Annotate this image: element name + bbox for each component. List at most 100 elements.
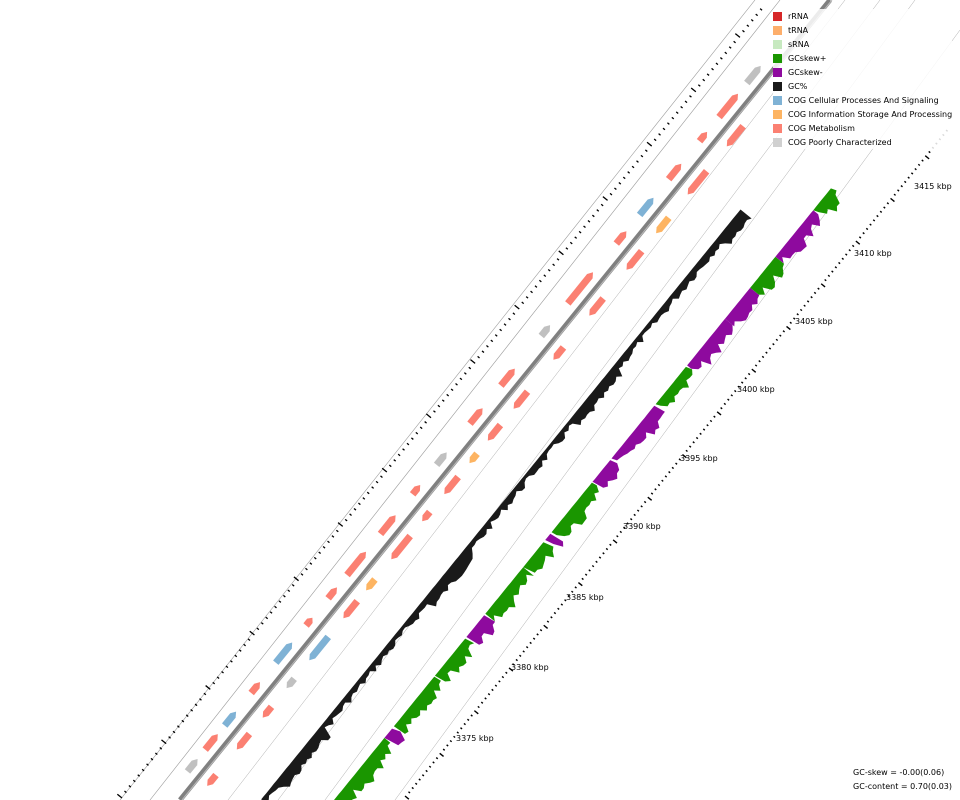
scale-tick <box>477 705 480 709</box>
gene-arrow <box>626 249 645 270</box>
outer-tick <box>335 529 339 533</box>
scale-tick <box>595 560 598 564</box>
scale-tick <box>869 223 872 226</box>
gc-skew-stat: GC-skew = -0.00(0.06) <box>853 768 945 777</box>
outer-tick <box>481 350 485 354</box>
outer-tick <box>455 383 458 386</box>
legend-item-cog-info: COG Information Storage And Processing <box>773 107 952 121</box>
outer-tick <box>305 567 308 571</box>
outer-tick <box>393 459 397 462</box>
legend-swatch <box>773 11 782 21</box>
outer-tick <box>514 304 520 310</box>
gc-skew-negative <box>611 405 665 461</box>
outer-tick <box>446 393 450 397</box>
outer-tick <box>578 230 582 234</box>
scale-tick <box>723 402 727 406</box>
scale-tick <box>408 791 411 794</box>
legend-label: GCskew- <box>788 67 823 77</box>
outer-tick <box>146 763 149 766</box>
scale-tick <box>924 155 930 160</box>
gc-skew-positive <box>655 366 693 407</box>
scale-tick <box>449 739 453 743</box>
legend-swatch <box>773 25 782 35</box>
gc-content-stat: GC-content = 0.70(0.03) <box>853 782 952 791</box>
tick-label: 3405 kbp <box>795 317 833 326</box>
outer-tick <box>746 24 750 28</box>
scale-tick <box>688 445 692 448</box>
scale-tick <box>858 236 862 239</box>
scale-tick <box>893 193 897 196</box>
outer-tick <box>697 84 701 87</box>
scale-tick <box>851 244 855 248</box>
outer-tick <box>640 154 644 158</box>
outer-tick <box>265 616 269 620</box>
outer-tick <box>508 317 511 321</box>
scale-tick <box>786 325 791 331</box>
scale-tick <box>879 210 883 214</box>
scale-tick <box>848 249 851 252</box>
scale-tick <box>803 304 806 307</box>
gene-arrow <box>498 368 515 388</box>
gene-arrow <box>262 704 275 718</box>
gene-arrow <box>409 485 421 497</box>
outer-tick <box>463 372 467 375</box>
outer-tick <box>690 87 697 93</box>
outer-tick <box>503 323 507 326</box>
scale-tick <box>883 206 886 209</box>
gene-arrow <box>286 676 297 689</box>
gene-arrow <box>726 124 746 147</box>
scale-tick <box>706 424 709 427</box>
outer-tick <box>238 649 242 652</box>
scale-tick <box>744 377 747 380</box>
scale-tick <box>768 347 772 350</box>
gene-arrow <box>343 599 360 619</box>
legend-swatch <box>773 137 782 147</box>
scale-tick <box>519 654 522 657</box>
tick-label: 3385 kbp <box>566 593 604 602</box>
gene-arrow <box>744 65 761 86</box>
outer-tick <box>154 752 158 756</box>
legend-item-cog-cellular: COG Cellular Processes And Signaling <box>773 93 952 107</box>
legend-swatch <box>773 109 782 119</box>
scale-tick <box>699 432 702 435</box>
scale-tick <box>550 616 553 619</box>
outer-tick <box>424 421 427 424</box>
outer-tick <box>534 285 538 288</box>
legend-label: sRNA <box>788 39 810 49</box>
scale-tick <box>525 646 529 649</box>
gc-content-area <box>261 209 752 800</box>
gene-arrow <box>687 169 710 195</box>
outer-tick <box>556 258 560 261</box>
scale-tick <box>588 569 591 572</box>
legend-swatch <box>773 53 782 63</box>
scale-tick <box>432 761 435 764</box>
scale-tick <box>845 253 848 256</box>
outer-tick <box>622 176 626 180</box>
scale-tick <box>501 675 505 679</box>
outer-tick <box>313 556 317 560</box>
scale-tick <box>577 582 583 587</box>
outer-tick <box>410 437 414 440</box>
outer-tick <box>225 665 229 669</box>
scale-tick <box>671 466 675 470</box>
genome-backbone <box>178 0 833 800</box>
scale-tick <box>414 782 418 785</box>
scale-tick <box>782 330 786 333</box>
outer-tick <box>490 339 494 343</box>
scale-tick <box>536 633 539 636</box>
outer-tick <box>711 67 714 71</box>
outer-tick <box>150 757 154 761</box>
gc-skew-negative <box>687 318 733 370</box>
track-guide-lines <box>119 0 960 800</box>
outer-tick <box>583 225 586 229</box>
scale-tick <box>498 680 501 683</box>
outer-tick <box>742 29 745 33</box>
scale-tick <box>484 697 487 700</box>
outer-tick <box>499 328 503 332</box>
outer-tick <box>141 768 145 772</box>
scale-tick <box>692 441 695 444</box>
scale-tick <box>421 774 425 777</box>
outer-tick <box>591 214 595 218</box>
outer-tick <box>358 502 361 506</box>
